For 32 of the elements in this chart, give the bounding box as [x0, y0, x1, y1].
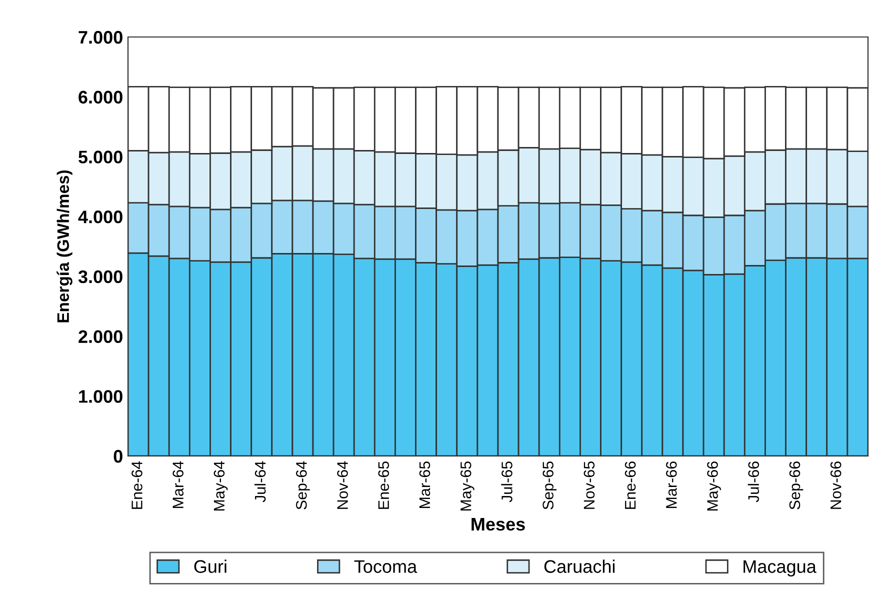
- y-tick-label: 0: [114, 450, 122, 463]
- y-tick-label: 1.000: [79, 390, 122, 403]
- x-tick-label: Mar-64: [172, 461, 184, 508]
- x-tick-label: Sep-65: [542, 462, 557, 510]
- x-tick-label: Sep-64: [296, 461, 310, 510]
- y-tick-label: 4.000: [78, 210, 122, 224]
- x-tick-label: May-65: [460, 462, 474, 511]
- x-tick-label: May-66: [707, 462, 721, 511]
- x-tick-label: Sep-66: [789, 462, 804, 510]
- x-tick-label: Mar-66: [666, 462, 677, 508]
- y-tick-label: 2.000: [78, 330, 122, 344]
- x-tick-label: Jul-65: [501, 462, 512, 502]
- x-tick-label: Ene-64: [132, 461, 142, 509]
- x-tick-label: Ene-65: [378, 462, 390, 509]
- x-axis-title: Meses: [472, 518, 525, 531]
- legend-label: Caruachi: [544, 560, 615, 573]
- y-tick-label: 5.000: [78, 150, 122, 164]
- x-tick-label: Ene-66: [624, 462, 636, 509]
- x-tick-label: Jul-64: [254, 461, 266, 502]
- y-tick-label: 3.000: [78, 270, 122, 284]
- x-tick-label: Nov-65: [584, 462, 595, 509]
- x-tick-label: Jul-66: [748, 462, 760, 502]
- legend-label: Macagua: [744, 560, 816, 577]
- y-tick-label: 7.000: [78, 30, 122, 44]
- x-tick-label: Nov-66: [830, 462, 842, 509]
- x-tick-label: Nov-64: [337, 461, 348, 509]
- legend-label: Guri: [194, 560, 226, 573]
- y-tick-label: 6.000: [78, 90, 122, 104]
- y-axis-title: Energía (GWh/mes): [56, 170, 72, 322]
- x-tick-label: Mar-65: [419, 461, 430, 508]
- x-tick-label: May-64: [214, 461, 228, 511]
- legend-label: Tocoma: [354, 560, 418, 573]
